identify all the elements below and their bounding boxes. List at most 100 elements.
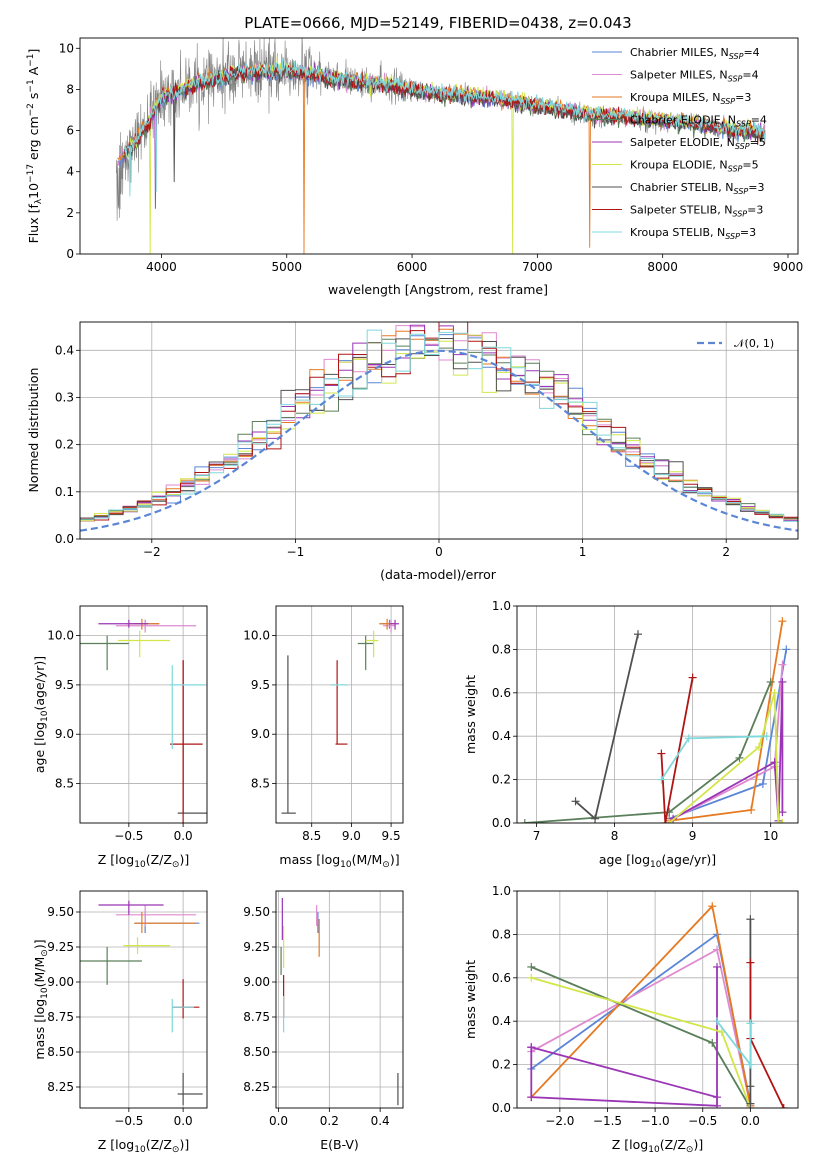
weight-line: [672, 681, 784, 821]
x-tick-label: 0.0: [269, 1114, 288, 1128]
y-tick-label: 8.25: [47, 1080, 74, 1094]
label-part: (Z/Z: [146, 1137, 172, 1152]
label-part: age [log: [599, 852, 650, 867]
legend-series: Chabrier STELIB, N: [630, 181, 734, 194]
x-axis-label: (data-model)/error: [380, 567, 497, 582]
plot-area-spectrum: [116, 38, 766, 254]
label-part: ⊙: [172, 860, 180, 870]
legend-series: Salpeter ELODIE, N: [630, 136, 735, 149]
y-tick-label: 1.0: [492, 599, 511, 613]
y-tick-label: 8.50: [47, 1045, 74, 1059]
error-point: [171, 998, 194, 1033]
weight-line: [668, 649, 788, 820]
error-point: [115, 619, 197, 633]
y-tick-label: 0.4: [55, 343, 74, 357]
axes-frame: [516, 890, 799, 1109]
weight-series-chabrier-miles: [665, 645, 791, 823]
legend-count: =4: [742, 69, 758, 82]
y-tick-label: 4: [66, 165, 74, 179]
label-part: (age/yr)]: [661, 852, 716, 867]
legend-series: Kroupa ELODIE, N: [630, 159, 728, 172]
legend-label: Kroupa STELIB, NSSP=3: [630, 226, 756, 241]
x-tick-label: 7: [533, 829, 541, 843]
legend-count: =3: [747, 204, 763, 217]
error-point: [177, 660, 207, 814]
x-tick-label: 9.0: [342, 829, 361, 843]
legend-label: Chabrier STELIB, NSSP=3: [630, 181, 764, 196]
y-tick-label: 10.0: [47, 629, 74, 643]
axes-age-vs-Z: −0.5 0.08.59.09.510.0Z [log10(Z/Z⊙)]age […: [32, 605, 208, 870]
error-point: [389, 619, 400, 630]
y-tick-label: 0.4: [492, 729, 511, 743]
y-tick-label: 0.2: [55, 438, 74, 452]
y-axis-label: Normed distribution: [26, 368, 41, 493]
error-point: [177, 1073, 203, 1106]
weight-series-chabrier-stelib: [571, 630, 642, 823]
y-axis-label: Flux [fλ10−17 erg cm−2 s−1 A−1]: [26, 49, 44, 244]
axes-frame: [79, 890, 208, 1109]
axes-mass-weight-vs-Z: −2.0 −1.5 −1.0 −0.5 0.0 0.0 0.2 0.4 0.6 0.8 1.0 Z […: [463, 884, 799, 1155]
axes-mass-vs-Z: −0.5 0.08.258.508.759.009.259.50Z [log10(…: [32, 890, 208, 1155]
y-axis-label: mass weight: [463, 960, 478, 1039]
x-axis-label: wavelength [Angstrom, rest frame]: [328, 282, 548, 297]
label-part: )]: [179, 1137, 189, 1152]
y-tick-label: 0.6: [492, 686, 511, 700]
normal-curve: [80, 349, 798, 532]
label-part: ⊙: [40, 949, 50, 957]
error-point: [170, 665, 205, 750]
error-point: [98, 900, 164, 915]
label-part: )]: [693, 1137, 703, 1152]
legend-sub: SSP: [734, 187, 749, 196]
legend-label: Chabrier ELODIE, NSSP=4: [630, 114, 767, 129]
y-tick-label: 6: [66, 124, 74, 138]
legend-series: Chabrier ELODIE, N: [630, 114, 736, 127]
y-tick-label: 10: [59, 41, 74, 55]
x-tick-label: 8000: [647, 260, 678, 274]
label-part: 10: [40, 710, 50, 722]
plot-area-mass-weight-vs-Z: [527, 902, 788, 1108]
x-tick-label: −0.5: [114, 829, 143, 843]
y-tick-label: 0.3: [55, 390, 74, 404]
axes-frame: [275, 605, 404, 824]
x-tick-label: −2: [143, 545, 161, 559]
y-tick-label: 9.5: [251, 678, 270, 692]
y-tick-label: 8.75: [243, 1010, 270, 1024]
legend-sub: SSP: [725, 232, 740, 241]
label-part: )]: [32, 939, 47, 949]
x-tick-label: 2: [722, 545, 730, 559]
error-point: [98, 619, 149, 628]
label-part: Flux [f: [26, 204, 41, 244]
y-tick-label: 0.0: [492, 816, 511, 830]
label-part: (M/M: [352, 852, 383, 867]
legend-sub: SSP: [735, 142, 750, 151]
x-axis-label: mass [log10(M/M⊙)]: [279, 852, 399, 870]
legend-count: =5: [742, 159, 758, 172]
y-tick-label: 0: [66, 247, 74, 261]
plot-area-age-vs-Z: [80, 618, 207, 823]
label-part: −1: [26, 54, 36, 67]
legend-sub: SSP: [720, 97, 735, 106]
y-tick-label: 0.2: [492, 773, 511, 787]
weight-series-kroupa-miles: [527, 902, 755, 1108]
label-part: 10: [26, 183, 41, 199]
x-tick-label: −1.5: [593, 1114, 622, 1128]
x-tick-label: 8: [611, 829, 619, 843]
legend-sub: SSP: [732, 210, 747, 219]
weight-series-kroupa-elodie: [665, 688, 787, 823]
weight-series-kroupa-miles: [665, 617, 787, 823]
legend-sub: SSP: [736, 120, 751, 129]
axes-age-vs-mass: 8.5 9.0 9.5 8.5 9.0 9.5 10.0 mass [log10(M/M⊙)]: [243, 605, 404, 870]
y-tick-label: 1.0: [492, 884, 511, 898]
label-part: (Z/Z: [660, 1137, 686, 1152]
y-axis-label: mass [log10(M/M⊙)]: [32, 939, 50, 1059]
legend-count: =4: [751, 114, 767, 127]
weight-series-kroupa-stelib: [657, 732, 771, 784]
axes-frame: [79, 321, 799, 540]
axes-frame: [516, 605, 799, 824]
label-part: )]: [390, 852, 400, 867]
label-part: Z [log: [98, 852, 134, 867]
plot-area-mass-weight-vs-age: [520, 617, 791, 823]
legend-sub: SSP: [728, 75, 743, 84]
label-part: −17: [26, 164, 36, 183]
